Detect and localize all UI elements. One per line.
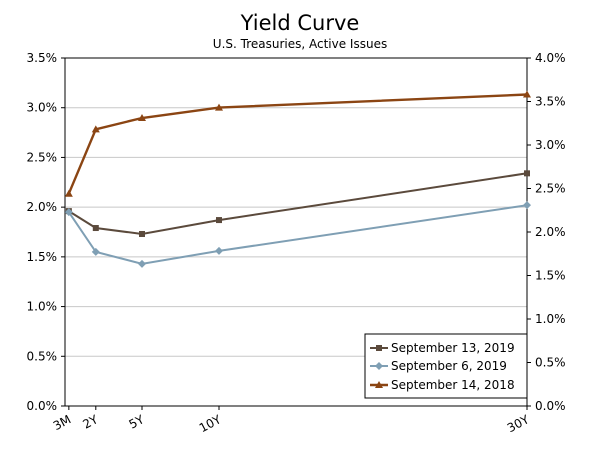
left-tick-label: 1.5% (27, 250, 58, 264)
data-point (523, 90, 531, 98)
x-tick-label: 2Y (80, 412, 100, 432)
x-tick-label: 30Y (505, 412, 532, 435)
chart-title: Yield Curve (240, 11, 360, 35)
data-point (138, 259, 146, 268)
right-tick-label: 1.5% (535, 269, 566, 283)
left-tick-label: 0.5% (27, 349, 58, 363)
right-tick-label: 3.5% (535, 95, 566, 109)
legend-marker-sep-14-2018 (375, 381, 383, 388)
data-point (91, 125, 100, 133)
legend-label-sep-6-2019: September 6, 2019 (391, 359, 507, 373)
series-line (68, 172, 528, 236)
right-tick-label: 2.5% (535, 182, 566, 196)
x-tick-label: 3M (51, 412, 73, 433)
right-tick-label: 4.0% (535, 51, 566, 65)
left-tick-label: 2.5% (27, 150, 58, 164)
right-tick-label: 0.5% (535, 356, 566, 370)
left-tick-label: 1.0% (27, 300, 58, 314)
left-tick-label: 0.0% (27, 399, 58, 413)
right-tick-label: 3.0% (535, 138, 566, 152)
legend-item-sep-6-2019: September 6, 2019 (370, 359, 507, 373)
series-layer (64, 90, 531, 268)
legend: September 13, 2019 September 6, 2019 Sep… (364, 333, 528, 399)
data-point (524, 170, 530, 177)
left-tick-label: 3.5% (27, 51, 58, 65)
legend-label-sep-14-2018: September 14, 2018 (391, 378, 515, 392)
series-1 (64, 201, 531, 268)
data-point (138, 114, 146, 122)
right-tick-label: 0.0% (535, 399, 566, 413)
series-line (67, 204, 528, 265)
legend-marker-sep-13-2019 (376, 345, 382, 351)
legend-item-sep-14-2018: September 14, 2018 (370, 378, 515, 392)
right-tick-label: 1.0% (535, 312, 566, 326)
left-tick-label: 2.0% (27, 200, 58, 214)
legend-marker-sep-6-2019 (375, 362, 383, 370)
data-point (91, 247, 100, 256)
data-point (64, 208, 73, 217)
data-point (215, 246, 223, 255)
legend-box (364, 333, 528, 399)
right-y-axis: 0.0% 0.5% 1.0% 1.5% 2.0% 2.5% 3.0% 3.5% 4.0% (527, 51, 566, 413)
left-tick-label: 3.0% (27, 101, 58, 115)
data-point (139, 230, 145, 237)
series-0 (65, 170, 530, 237)
data-point (523, 201, 531, 210)
data-point (64, 189, 73, 197)
x-tick-label: 5Y (127, 412, 147, 432)
left-y-axis: 0.0% 0.5% 1.0% 1.5% 2.0% 2.5% 3.0% 3.5% (27, 51, 65, 413)
data-point (92, 225, 99, 232)
legend-label-sep-13-2019: September 13, 2019 (391, 341, 515, 355)
data-point (215, 103, 223, 111)
right-tick-label: 2.0% (535, 225, 566, 239)
legend-item-sep-13-2019: September 13, 2019 (370, 341, 515, 355)
x-axis: 3M 2Y 5Y 10Y 30Y (51, 406, 532, 435)
chart-subtitle: U.S. Treasuries, Active Issues (213, 37, 387, 51)
series-line (67, 93, 528, 195)
data-point (216, 217, 222, 224)
series-2 (64, 90, 531, 197)
x-tick-label: 10Y (197, 412, 224, 435)
